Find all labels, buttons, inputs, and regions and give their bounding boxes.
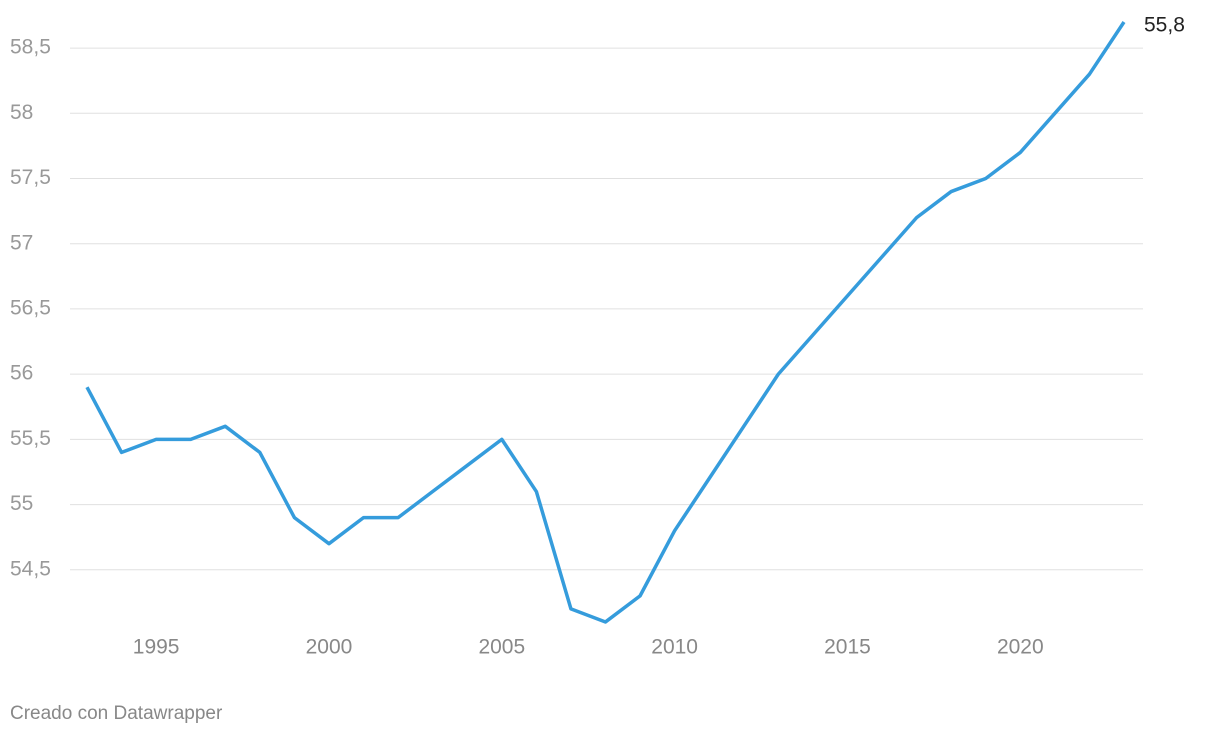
- y-tick-label: 54,5: [10, 557, 51, 580]
- line: [85, 21, 1126, 624]
- y-tick-label: 56,5: [10, 296, 51, 319]
- x-tick-label: 2020: [997, 636, 1044, 659]
- x-tick-label: 1995: [133, 636, 180, 659]
- y-tick-label: 57: [10, 231, 33, 254]
- y-tick-label: 58: [10, 101, 33, 124]
- y-tick-label: 58,5: [10, 36, 51, 59]
- y-tick-label: 55,5: [10, 427, 51, 450]
- footer: Creado con Datawrapper: [10, 703, 223, 724]
- x-tick-label: 2015: [824, 636, 871, 659]
- x-tick-label: 2000: [306, 636, 353, 659]
- end-label: 55,8: [1144, 14, 1185, 37]
- x-tick-label: 2005: [478, 636, 525, 659]
- y-tick-label: 56: [10, 362, 33, 385]
- x-tick-label: 2010: [651, 636, 698, 659]
- y-tick-label: 55: [10, 492, 33, 515]
- y-tick-label: 57,5: [10, 166, 51, 189]
